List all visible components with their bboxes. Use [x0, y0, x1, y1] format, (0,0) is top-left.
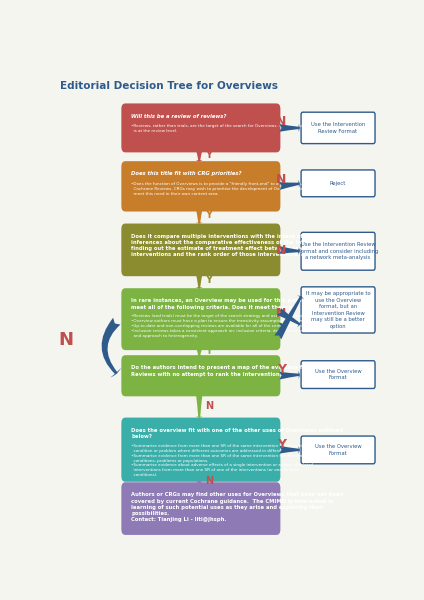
FancyBboxPatch shape	[121, 288, 280, 350]
FancyBboxPatch shape	[121, 224, 280, 276]
FancyBboxPatch shape	[301, 361, 375, 388]
Text: N: N	[205, 401, 213, 410]
FancyBboxPatch shape	[301, 287, 375, 333]
Text: N: N	[276, 115, 287, 128]
Text: Authors or CRGs may find other uses for Overviews that have not been
covered by : Authors or CRGs may find other uses for …	[131, 493, 343, 522]
Text: •Summarise evidence from more than one SR of the same intervention for the same
: •Summarise evidence from more than one S…	[131, 444, 313, 477]
Text: Use the Intervention
Review Format: Use the Intervention Review Format	[311, 122, 365, 134]
Text: Y: Y	[205, 210, 212, 220]
Text: Use the Overview
Format: Use the Overview Format	[315, 369, 361, 380]
Text: •Reviews (and trials) must be the target of the search strategy and used in anal: •Reviews (and trials) must be the target…	[131, 314, 322, 338]
Text: N: N	[276, 173, 287, 185]
Text: Y: Y	[205, 275, 212, 285]
Text: N: N	[59, 331, 74, 349]
FancyBboxPatch shape	[301, 112, 375, 143]
Text: Does the overview fit with one of the other uses of Overviews outlined
below?: Does the overview fit with one of the ot…	[131, 428, 343, 439]
Text: Y: Y	[205, 346, 212, 356]
Text: It may be appropriate to
use the Overview
format, but an
Intervention Review
may: It may be appropriate to use the Overvie…	[306, 291, 371, 329]
FancyBboxPatch shape	[121, 482, 280, 535]
Text: In rare instances, an Overview may be used for this purpose, but it must
meet al: In rare instances, an Overview may be us…	[131, 298, 349, 310]
FancyBboxPatch shape	[301, 436, 375, 464]
Text: Use the Intervention Review
Format and consider including
a network meta-analysi: Use the Intervention Review Format and c…	[298, 242, 378, 260]
Text: N: N	[205, 476, 213, 487]
Text: N: N	[276, 307, 287, 320]
FancyBboxPatch shape	[301, 170, 375, 197]
Text: •Reviews, rather than trials, are the target of the search for Overviews. Synthe: •Reviews, rather than trials, are the ta…	[131, 124, 319, 133]
Text: Use the Overview
Format: Use the Overview Format	[315, 444, 361, 456]
FancyBboxPatch shape	[121, 355, 280, 397]
Text: Do the authors intend to present a map of the evidence from Cochrane
Reviews wit: Do the authors intend to present a map o…	[131, 365, 344, 377]
Text: Y: Y	[205, 150, 212, 160]
Text: Y: Y	[279, 322, 287, 335]
Text: Y: Y	[277, 439, 286, 451]
FancyBboxPatch shape	[121, 103, 280, 152]
FancyBboxPatch shape	[301, 232, 375, 270]
Text: Reject: Reject	[330, 181, 346, 186]
Text: Editorial Decision Tree for Overviews: Editorial Decision Tree for Overviews	[59, 81, 278, 91]
FancyBboxPatch shape	[121, 161, 280, 212]
Text: Y: Y	[277, 363, 286, 376]
Text: Does it compare multiple interventions with the intent of drawing
inferences abo: Does it compare multiple interventions w…	[131, 233, 354, 257]
Text: •Does the function of Overviews is to provide a "friendly front-end" to a releva: •Does the function of Overviews is to pr…	[131, 182, 315, 196]
Text: N: N	[276, 244, 287, 257]
Text: Will this be a review of reviews?: Will this be a review of reviews?	[131, 113, 226, 119]
FancyBboxPatch shape	[121, 418, 280, 482]
Text: Does this title fit with CRG priorities?: Does this title fit with CRG priorities?	[131, 172, 242, 176]
